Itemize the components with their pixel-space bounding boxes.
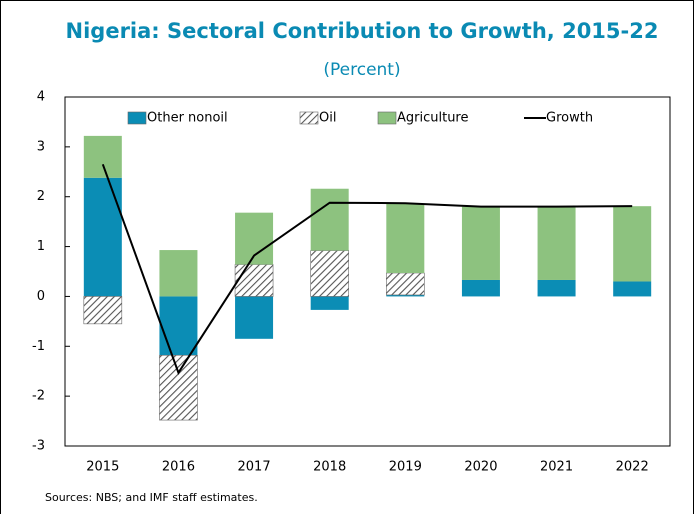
legend-label: Other nonoil [147, 111, 228, 126]
legend-swatch [299, 111, 319, 125]
y-tick-label: 2 [37, 189, 45, 204]
growth-line [101, 163, 633, 375]
bar [386, 294, 425, 297]
bar [537, 279, 576, 297]
legend-swatch [127, 111, 147, 125]
bar [310, 250, 349, 297]
legend-label: Growth [546, 111, 593, 126]
x-tick-label: 2016 [162, 460, 195, 475]
legend-swatch [377, 111, 397, 125]
y-tick-label: 0 [37, 289, 45, 304]
bar [83, 135, 122, 178]
x-tick-label: 2019 [389, 460, 422, 475]
y-tick-label: 4 [37, 90, 45, 105]
bar [537, 206, 576, 280]
y-tick-label: -2 [32, 389, 45, 404]
bar [613, 206, 652, 282]
bar [386, 203, 425, 273]
bar [310, 188, 349, 251]
bar [461, 206, 500, 280]
bar [83, 177, 122, 297]
x-tick-label: 2017 [238, 460, 271, 475]
bar [159, 250, 198, 297]
chart-title: Nigeria: Sectoral Contribution to Growth… [66, 19, 659, 43]
x-tick-label: 2022 [616, 460, 649, 475]
bar [159, 296, 198, 356]
x-tick-label: 2015 [86, 460, 119, 475]
y-tick-label: 1 [37, 239, 45, 254]
y-tick-label: -3 [32, 439, 45, 454]
x-tick-label: 2018 [313, 460, 346, 475]
source: Sources: NBS; and IMF staff estimates. [45, 491, 258, 504]
x-tick-label: 2020 [464, 460, 497, 475]
bar [83, 296, 123, 325]
bar [235, 296, 274, 339]
bar [159, 354, 198, 421]
legend-label: Agriculture [397, 111, 469, 126]
chart-subtitle: (Percent) [323, 60, 400, 80]
bar [386, 272, 425, 296]
bar [234, 264, 274, 297]
x-tick-label: 2021 [540, 460, 573, 475]
y-tick-label: -1 [32, 339, 45, 354]
legend-label: Oil [319, 111, 336, 126]
bar [310, 296, 349, 310]
y-tick-label: 3 [37, 139, 45, 154]
bar [461, 279, 500, 297]
plot-frame [64, 96, 671, 447]
bar [613, 281, 652, 297]
